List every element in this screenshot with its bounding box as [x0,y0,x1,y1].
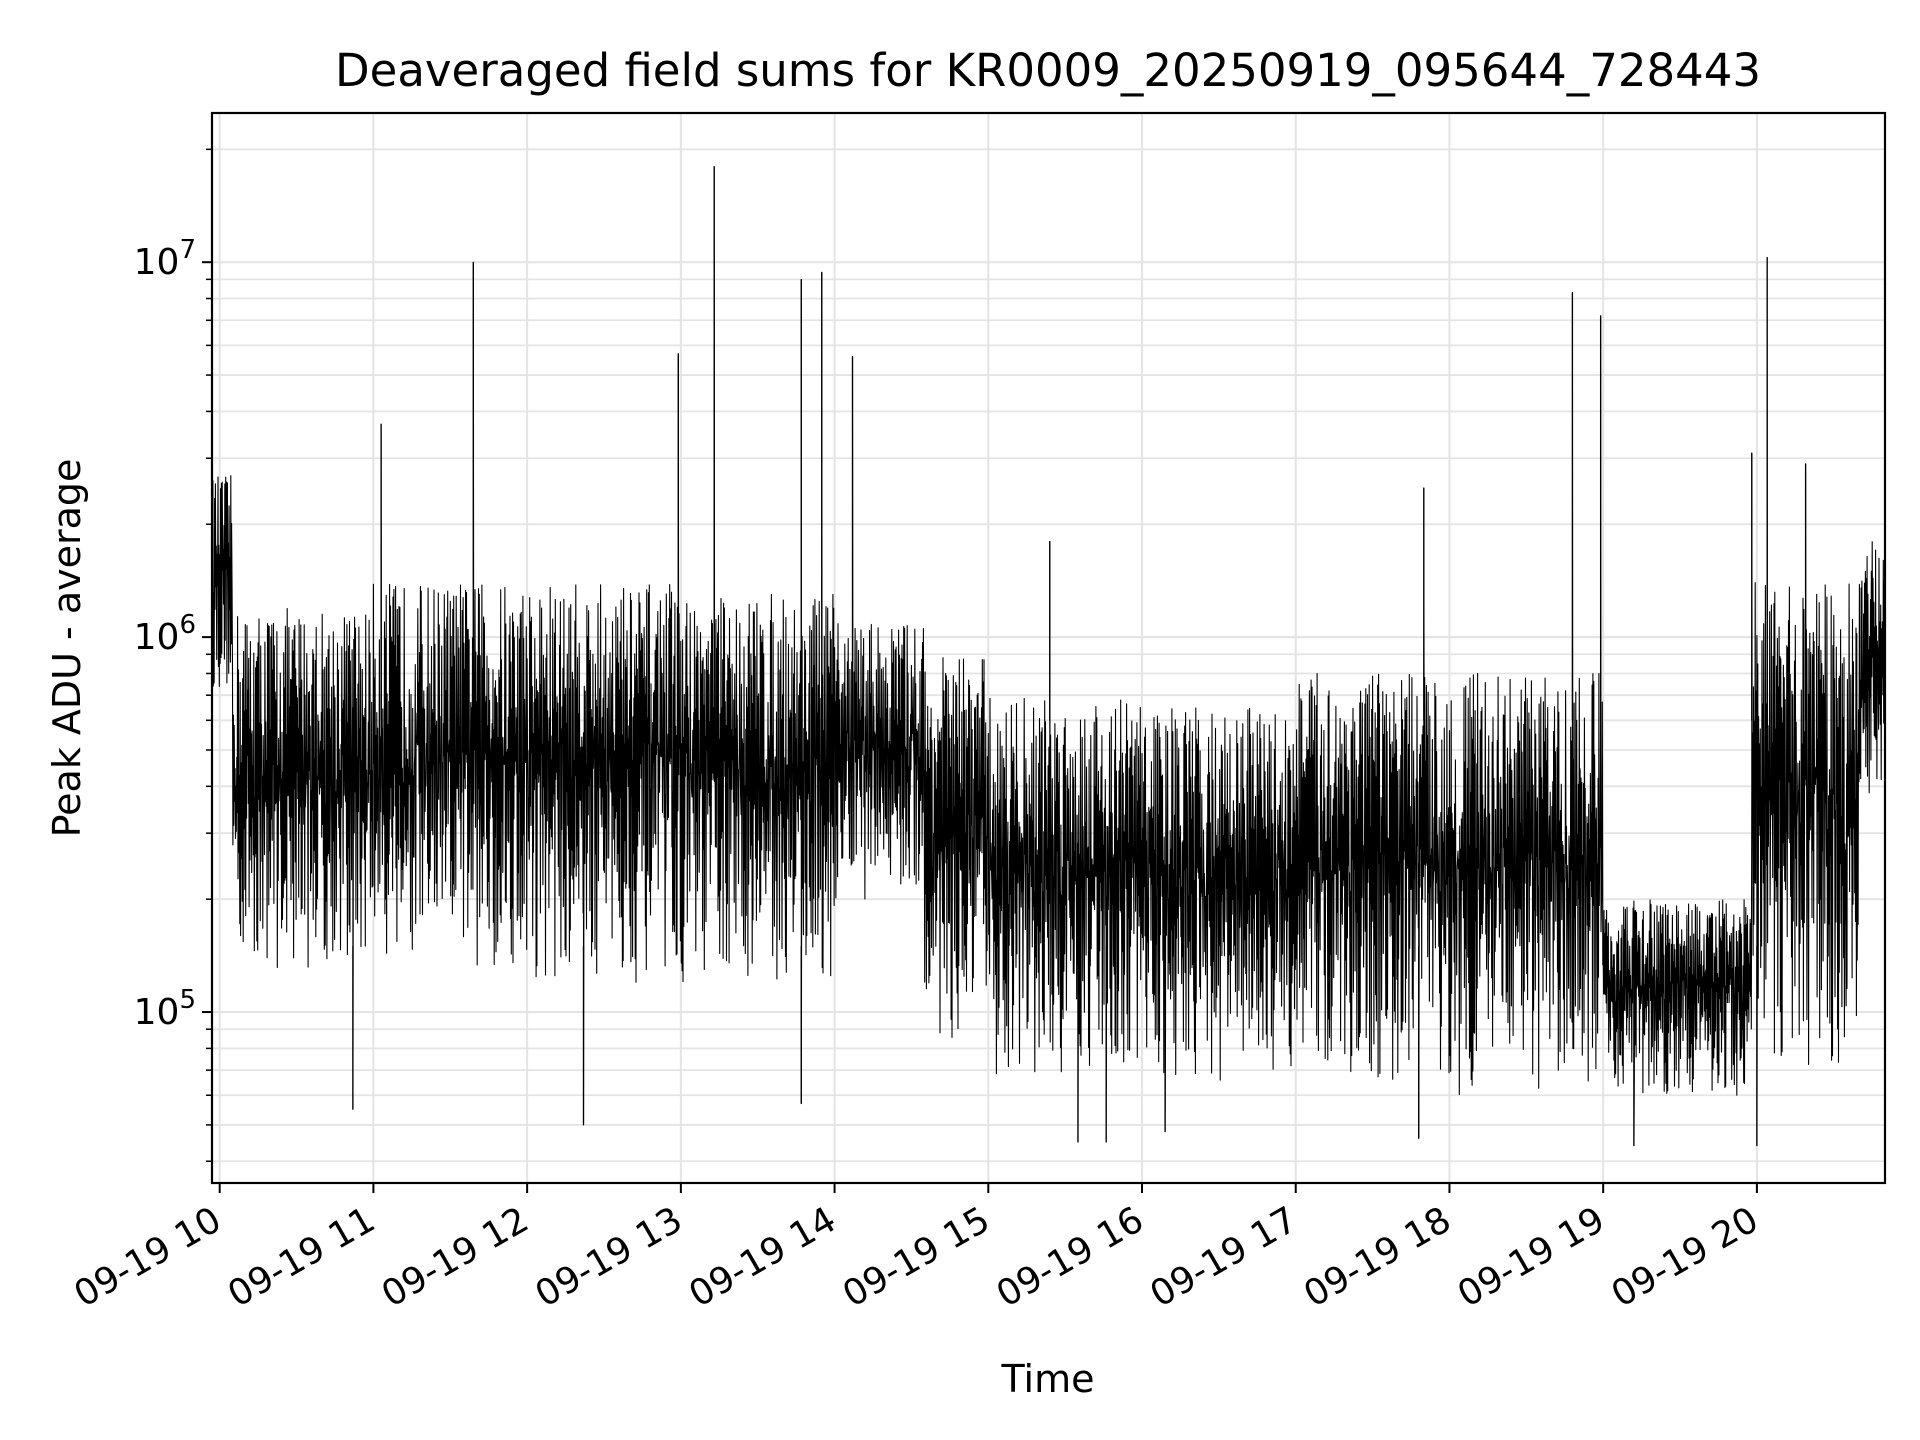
y-tick-label-base: 10 [134,992,180,1033]
y-tick-label-base: 10 [134,617,180,658]
plot-frame [210,111,1887,1185]
series-line [211,165,1886,1147]
chart-title: Deaveraged field sums for KR0009_2025091… [335,44,1761,97]
y-tick-label-base: 10 [134,242,180,283]
y-tick-label-exponent: 7 [179,235,196,265]
y-tick-label-exponent: 6 [179,610,196,640]
x-axis-label: Time [1001,1357,1095,1401]
y-tick-label: 105 [134,985,196,1033]
y-tick-label: 106 [134,610,196,658]
y-tick-label: 107 [134,235,196,283]
y-axis-label: Peak ADU - average [45,459,89,838]
series-layer [211,165,1886,1147]
y-tick-label-exponent: 5 [179,985,196,1015]
